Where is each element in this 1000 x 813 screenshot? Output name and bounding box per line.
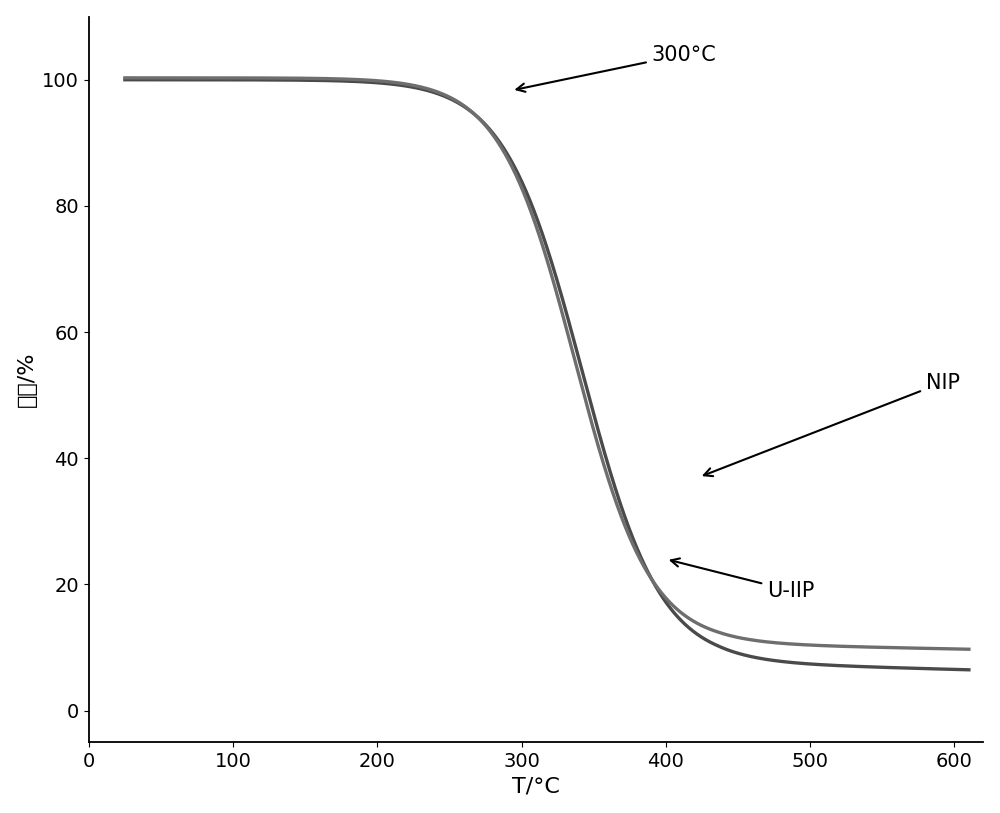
X-axis label: T/°C: T/°C (512, 776, 560, 796)
Text: NIP: NIP (704, 372, 960, 476)
Text: 300°C: 300°C (517, 45, 716, 92)
Text: U-IIP: U-IIP (671, 559, 814, 601)
Y-axis label: 质量/%: 质量/% (17, 351, 37, 407)
